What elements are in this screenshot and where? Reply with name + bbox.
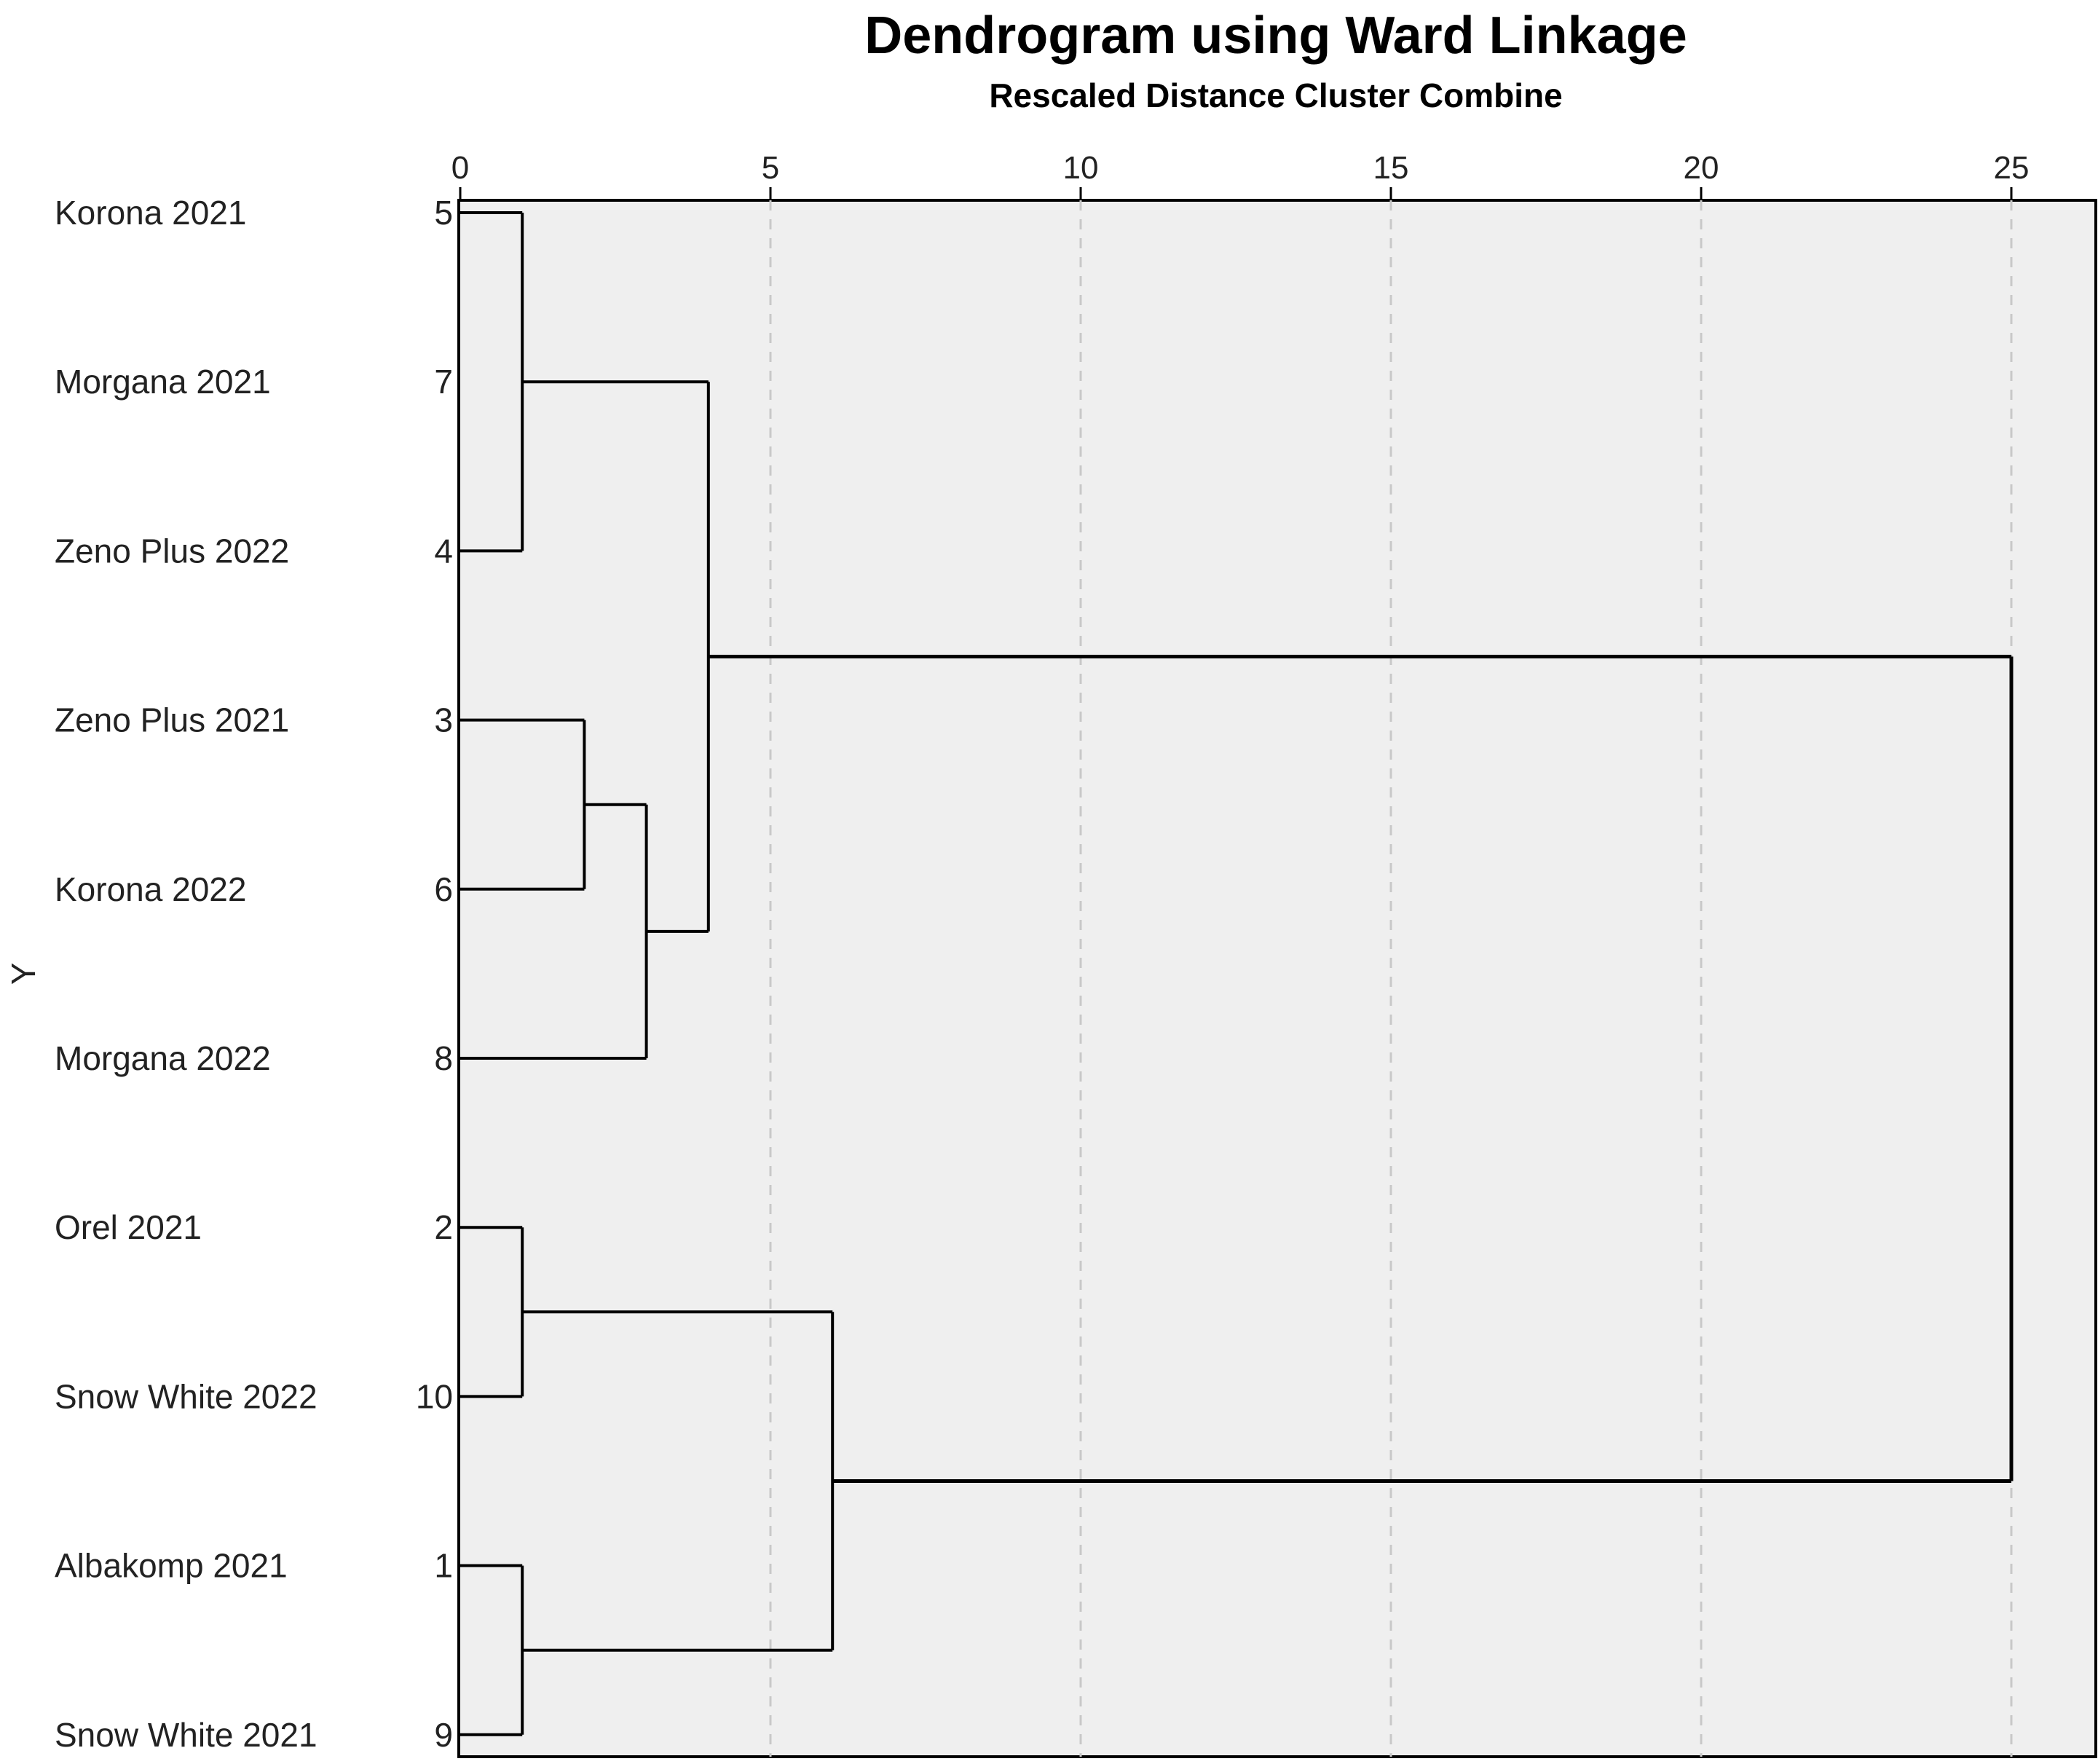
- leaf-id: 9: [434, 1716, 453, 1754]
- x-tick-label: 25: [1994, 150, 2030, 186]
- x-tick-label: 20: [1684, 150, 1719, 186]
- leaf-label: Korona 2021: [55, 194, 246, 232]
- leaf-id: 5: [434, 194, 453, 232]
- leaf-id: 3: [434, 701, 453, 739]
- leaf-label: Korona 2022: [55, 870, 246, 908]
- leaf-id: 8: [434, 1039, 453, 1077]
- leaf-label: Snow White 2022: [55, 1377, 318, 1415]
- leaf-id: 4: [434, 532, 453, 570]
- plot-area: [457, 199, 2097, 1758]
- leaf-label: Zeno Plus 2021: [55, 701, 289, 739]
- x-tick-label: 10: [1063, 150, 1099, 186]
- leaf-id: 10: [416, 1377, 453, 1415]
- leaf-label: Morgana 2021: [55, 363, 271, 401]
- leaf-id: 2: [434, 1208, 453, 1246]
- leaf-id: 1: [434, 1547, 453, 1585]
- x-axis-title: Rescaled Distance Cluster Combine: [989, 76, 1563, 114]
- leaf-label: Morgana 2022: [55, 1039, 271, 1077]
- leaf-label: Albakomp 2021: [55, 1547, 288, 1585]
- leaf-id: 6: [434, 870, 453, 908]
- x-tick-label: 5: [762, 150, 779, 186]
- x-tick-label: 15: [1373, 150, 1409, 186]
- x-tick-label: 0: [451, 150, 469, 186]
- leaf-id: 7: [434, 363, 453, 401]
- leaf-label: Orel 2021: [55, 1208, 202, 1246]
- y-axis-title: Y: [4, 963, 42, 985]
- leaf-label: Zeno Plus 2022: [55, 532, 289, 570]
- chart-title: Dendrogram using Ward Linkage: [864, 7, 1687, 65]
- leaf-label: Snow White 2021: [55, 1716, 318, 1754]
